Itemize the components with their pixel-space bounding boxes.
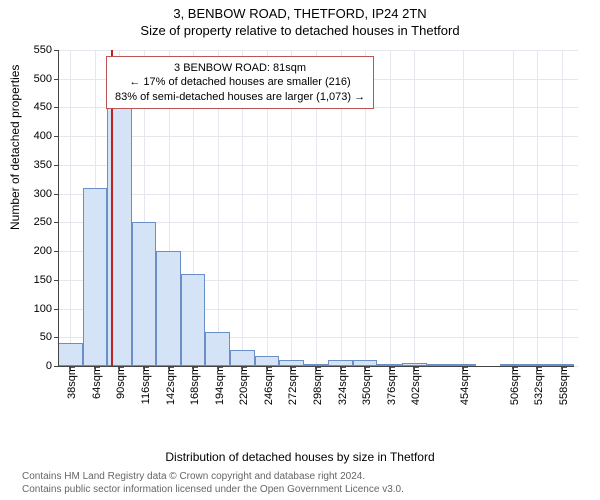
gridline-v <box>562 50 563 366</box>
histogram-bar <box>132 222 157 366</box>
gridline-v <box>414 50 415 366</box>
x-tick-label: 64sqm <box>87 366 103 399</box>
x-tick-label: 246sqm <box>259 366 275 405</box>
plot-area: 05010015020025030035040045050055038sqm64… <box>58 50 578 410</box>
x-tick-label: 454sqm <box>455 366 471 405</box>
x-tick-label: 298sqm <box>308 366 324 405</box>
gridline-h <box>58 50 578 51</box>
x-tick-label: 90sqm <box>111 366 127 399</box>
gridline-v <box>70 50 71 366</box>
x-tick-label: 324sqm <box>333 366 349 405</box>
page-title: 3, BENBOW ROAD, THETFORD, IP24 2TN <box>0 6 600 21</box>
x-axis-label: Distribution of detached houses by size … <box>0 450 600 464</box>
x-tick-label: 194sqm <box>210 366 226 405</box>
x-tick-label: 532sqm <box>529 366 545 405</box>
y-axis-label: Number of detached properties <box>8 65 22 230</box>
histogram-bar <box>156 251 181 366</box>
x-tick-label: 506sqm <box>505 366 521 405</box>
gridline-v <box>463 50 464 366</box>
annotation-line: 3 BENBOW ROAD: 81sqm <box>115 61 365 75</box>
gridline-h <box>58 136 578 137</box>
footer-attribution: Contains HM Land Registry data © Crown c… <box>22 470 404 496</box>
x-tick-label: 116sqm <box>136 366 152 404</box>
histogram-bar <box>205 332 230 366</box>
gridline-h <box>58 194 578 195</box>
x-tick-label: 220sqm <box>234 366 250 405</box>
histogram-bar <box>181 274 206 366</box>
gridline-v <box>390 50 391 366</box>
annotation-line: ← 17% of detached houses are smaller (21… <box>115 75 365 89</box>
histogram-bar <box>83 188 108 366</box>
x-tick-label: 38sqm <box>62 366 78 399</box>
x-tick-label: 558sqm <box>554 366 570 405</box>
gridline-h <box>58 165 578 166</box>
x-tick-label: 142sqm <box>161 366 177 405</box>
x-tick-label: 402sqm <box>406 366 422 405</box>
footer-line: Contains public sector information licen… <box>22 483 404 496</box>
page-subtitle: Size of property relative to detached ho… <box>0 23 600 38</box>
gridline-v <box>537 50 538 366</box>
histogram-chart: 05010015020025030035040045050055038sqm64… <box>58 50 578 410</box>
histogram-bar <box>255 356 280 366</box>
gridline-v <box>513 50 514 366</box>
x-tick-label: 376sqm <box>382 366 398 405</box>
histogram-bar <box>230 350 255 366</box>
histogram-bar <box>58 343 83 366</box>
x-tick-label: 168sqm <box>185 366 201 405</box>
annotation-box: 3 BENBOW ROAD: 81sqm← 17% of detached ho… <box>106 56 374 109</box>
x-tick-label: 272sqm <box>283 366 299 405</box>
x-tick-label: 350sqm <box>357 366 373 405</box>
annotation-line: 83% of semi-detached houses are larger (… <box>115 90 365 104</box>
footer-line: Contains HM Land Registry data © Crown c… <box>22 470 404 483</box>
